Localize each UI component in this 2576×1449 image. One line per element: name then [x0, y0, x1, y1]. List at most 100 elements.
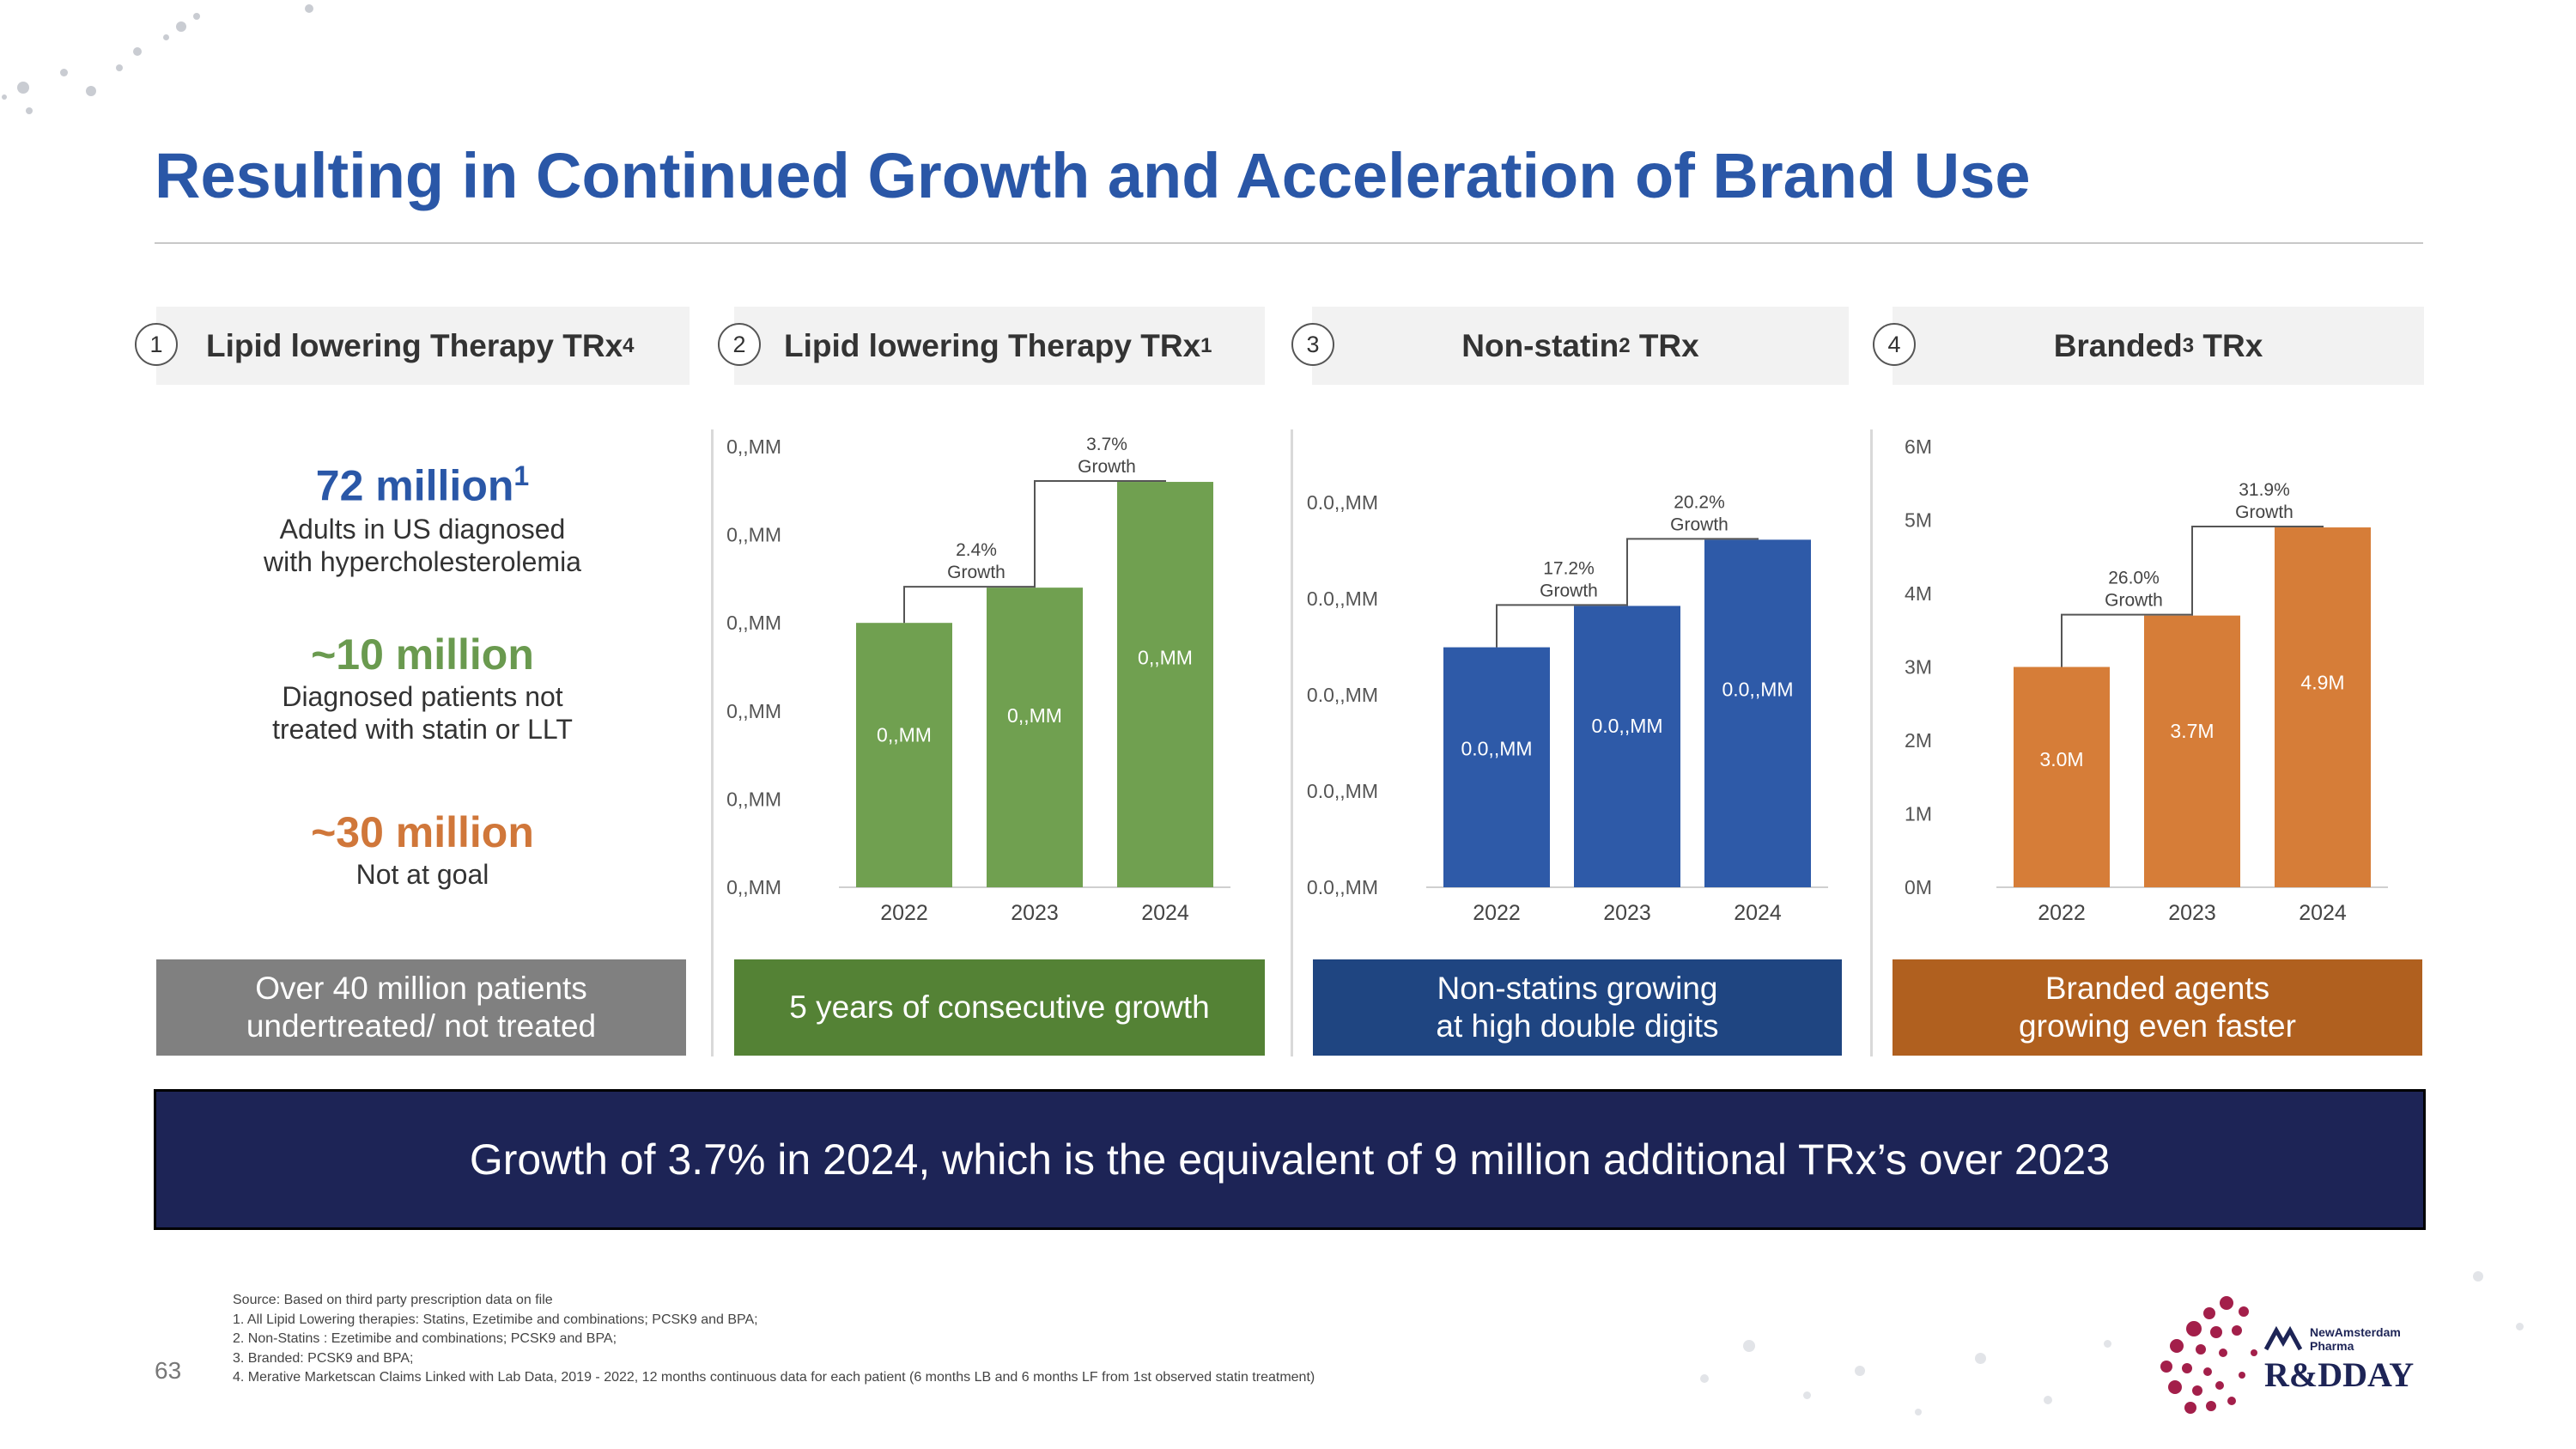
bar-value-label: 0,,MM: [877, 724, 932, 746]
title-divider: [155, 242, 2423, 244]
logo-event: R&DDAY: [2264, 1355, 2415, 1394]
y-tick-label: 6M: [1905, 435, 1932, 458]
y-tick-label: 0.0,,MM: [1307, 876, 1378, 898]
panel-header-2: Lipid lowering Therapy TRx 1: [734, 307, 1265, 385]
stat-10-million: ~10 million: [311, 630, 534, 679]
rd-day-logo: NewAmsterdam Pharma R&DDAY: [2160, 1293, 2434, 1422]
x-tick-label: 2024: [1141, 901, 1189, 925]
bar-value-label: 0.0,,MM: [1591, 715, 1662, 737]
page-title: Resulting in Continued Growth and Accele…: [155, 140, 2031, 211]
x-tick-label: 2022: [880, 901, 928, 925]
logo-brand-sub: Pharma: [2310, 1339, 2354, 1353]
bar-2023: [1574, 606, 1680, 887]
panel-number-3: 3: [1291, 323, 1334, 366]
bar-2022: [2014, 667, 2110, 887]
panel-separator: [1291, 429, 1293, 1056]
growth-sub-label: Growth: [1078, 457, 1136, 477]
molecule-logo-icon: [2160, 1296, 2257, 1414]
stat-desc-line: with hypercholesterolemia: [264, 546, 581, 577]
panel-title: Non-statin: [1461, 327, 1619, 363]
bar-value-label: 0,,MM: [1007, 704, 1062, 727]
footnote-3: 3. Branded: PCSK9 and BPA;: [233, 1350, 414, 1366]
bar-2024: [2275, 527, 2371, 887]
footnote-ref: 4: [623, 333, 635, 357]
bar-2023: [987, 588, 1083, 887]
footnote-2: 2. Non-Statins : Ezetimibe and combinati…: [233, 1331, 617, 1346]
page-number: 63: [155, 1357, 182, 1384]
x-tick-label: 2022: [1473, 901, 1521, 925]
y-tick-label: 0,,MM: [726, 788, 781, 810]
x-tick-label: 2022: [2038, 901, 2086, 925]
footnote-4: 4. Merative Marketscan Claims Linked wit…: [233, 1370, 1315, 1385]
growth-sub-label: Growth: [1670, 514, 1728, 534]
panel-title: Lipid lowering Therapy TRx: [206, 327, 623, 363]
x-tick-label: 2023: [1603, 901, 1651, 925]
stat-10-million-desc: Diagnosed patients not treated with stat…: [156, 680, 689, 746]
growth-bracket: [2191, 526, 2324, 616]
bar-value-label: 4.9M: [2300, 672, 2344, 694]
footnote-ref: 3: [2182, 333, 2195, 357]
bar-2024: [1117, 482, 1213, 887]
footnotes: Source: Based on third party prescriptio…: [233, 1291, 1315, 1388]
stat-30-million-desc: Not at goal: [156, 858, 689, 891]
banner-line: Over 40 million patients: [255, 971, 587, 1006]
growth-label: 20.2%: [1674, 492, 1725, 512]
stat-72-million-desc: Adults in US diagnosed with hypercholest…: [156, 513, 689, 578]
banner-line: Non-statins growing: [1437, 971, 1718, 1006]
y-tick-label: 1M: [1905, 803, 1932, 825]
y-tick-label: 3M: [1905, 656, 1932, 679]
growth-label: 2.4%: [956, 540, 997, 560]
growth-label: 3.7%: [1086, 435, 1127, 454]
y-tick-label: 0.0,,MM: [1307, 588, 1378, 610]
banner-line: 5 years of consecutive growth: [789, 989, 1210, 1025]
y-tick-label: 2M: [1905, 729, 1932, 752]
growth-sub-label: Growth: [1540, 581, 1598, 600]
y-tick-label: 0,,MM: [726, 524, 781, 546]
panel-title-suffix: TRx: [1630, 327, 1699, 363]
growth-label: 31.9%: [2239, 480, 2290, 500]
y-tick-label: 0.0,,MM: [1307, 684, 1378, 706]
bar-value-label: 0.0,,MM: [1461, 737, 1532, 759]
footnote-1: 1. All Lipid Lowering therapies: Statins…: [233, 1312, 758, 1327]
footnote-source: Source: Based on third party prescriptio…: [233, 1293, 553, 1307]
y-tick-label: 4M: [1905, 582, 1932, 605]
stat-value: 72 million: [315, 461, 514, 510]
growth-sub-label: Growth: [947, 563, 1005, 582]
banner-line: undertreated/ not treated: [246, 1008, 597, 1044]
bottom-summary-banner: Growth of 3.7% in 2024, which is the equ…: [154, 1089, 2426, 1230]
panel-header-3: Non-statin 2 TRx: [1312, 307, 1849, 385]
panel-separator: [1870, 429, 1873, 1056]
y-tick-label: 0.0,,MM: [1307, 780, 1378, 802]
stat-desc-line: Diagnosed patients not: [282, 681, 563, 712]
bar-value-label: 3.7M: [2170, 720, 2214, 742]
bar-value-label: 3.0M: [2039, 748, 2083, 770]
y-tick-label: 0.0,,MM: [1307, 491, 1378, 514]
bar-value-label: 0.0,,MM: [1722, 678, 1793, 700]
chart-branded-trx: 0M 1M 2M 3M 4M 5M 6M 3.0M 2022 3.7M 2023 4.9M 2024 26…: [1905, 435, 2388, 925]
y-tick-label: 0,,MM: [726, 612, 781, 634]
stat-desc-line: Adults in US diagnosed: [279, 514, 566, 545]
panel-title-suffix: TRx: [2194, 327, 2263, 363]
growth-sub-label: Growth: [2105, 591, 2163, 611]
growth-label: 17.2%: [1543, 558, 1595, 578]
bar-2022: [856, 623, 952, 887]
chart-non-statin-trx: 0.0,,MM 0.0,,MM 0.0,,MM 0.0,,MM 0.0,,MM 0.0,,…: [1307, 491, 1828, 925]
growth-bracket: [1034, 480, 1166, 588]
growth-label: 26.0%: [2108, 569, 2160, 588]
stat-30-million: ~30 million: [311, 808, 534, 856]
newamsterdam-mark-icon: [2264, 1325, 2302, 1351]
banner-line: growing even faster: [2019, 1008, 2296, 1044]
panel-separator: [711, 429, 714, 1056]
footnote-ref: 2: [1619, 333, 1631, 357]
chart-lipid-lowering-trx: 0,,MM 0,,MM 0,,MM 0,,MM 0,,MM 0,,MM 0,,MM 2022 0…: [726, 435, 1230, 925]
bar-2023: [2144, 615, 2240, 887]
panel-number-1: 1: [135, 323, 178, 366]
y-tick-label: 0M: [1905, 876, 1932, 898]
bar-2024: [1704, 539, 1811, 887]
y-tick-label: 0,,MM: [726, 700, 781, 722]
y-tick-label: 0,,MM: [726, 435, 781, 458]
logo-brand: NewAmsterdam: [2310, 1325, 2401, 1339]
y-tick-label: 5M: [1905, 509, 1932, 532]
x-tick-label: 2024: [1734, 901, 1782, 925]
stat-72-million: 72 million1: [156, 460, 689, 511]
